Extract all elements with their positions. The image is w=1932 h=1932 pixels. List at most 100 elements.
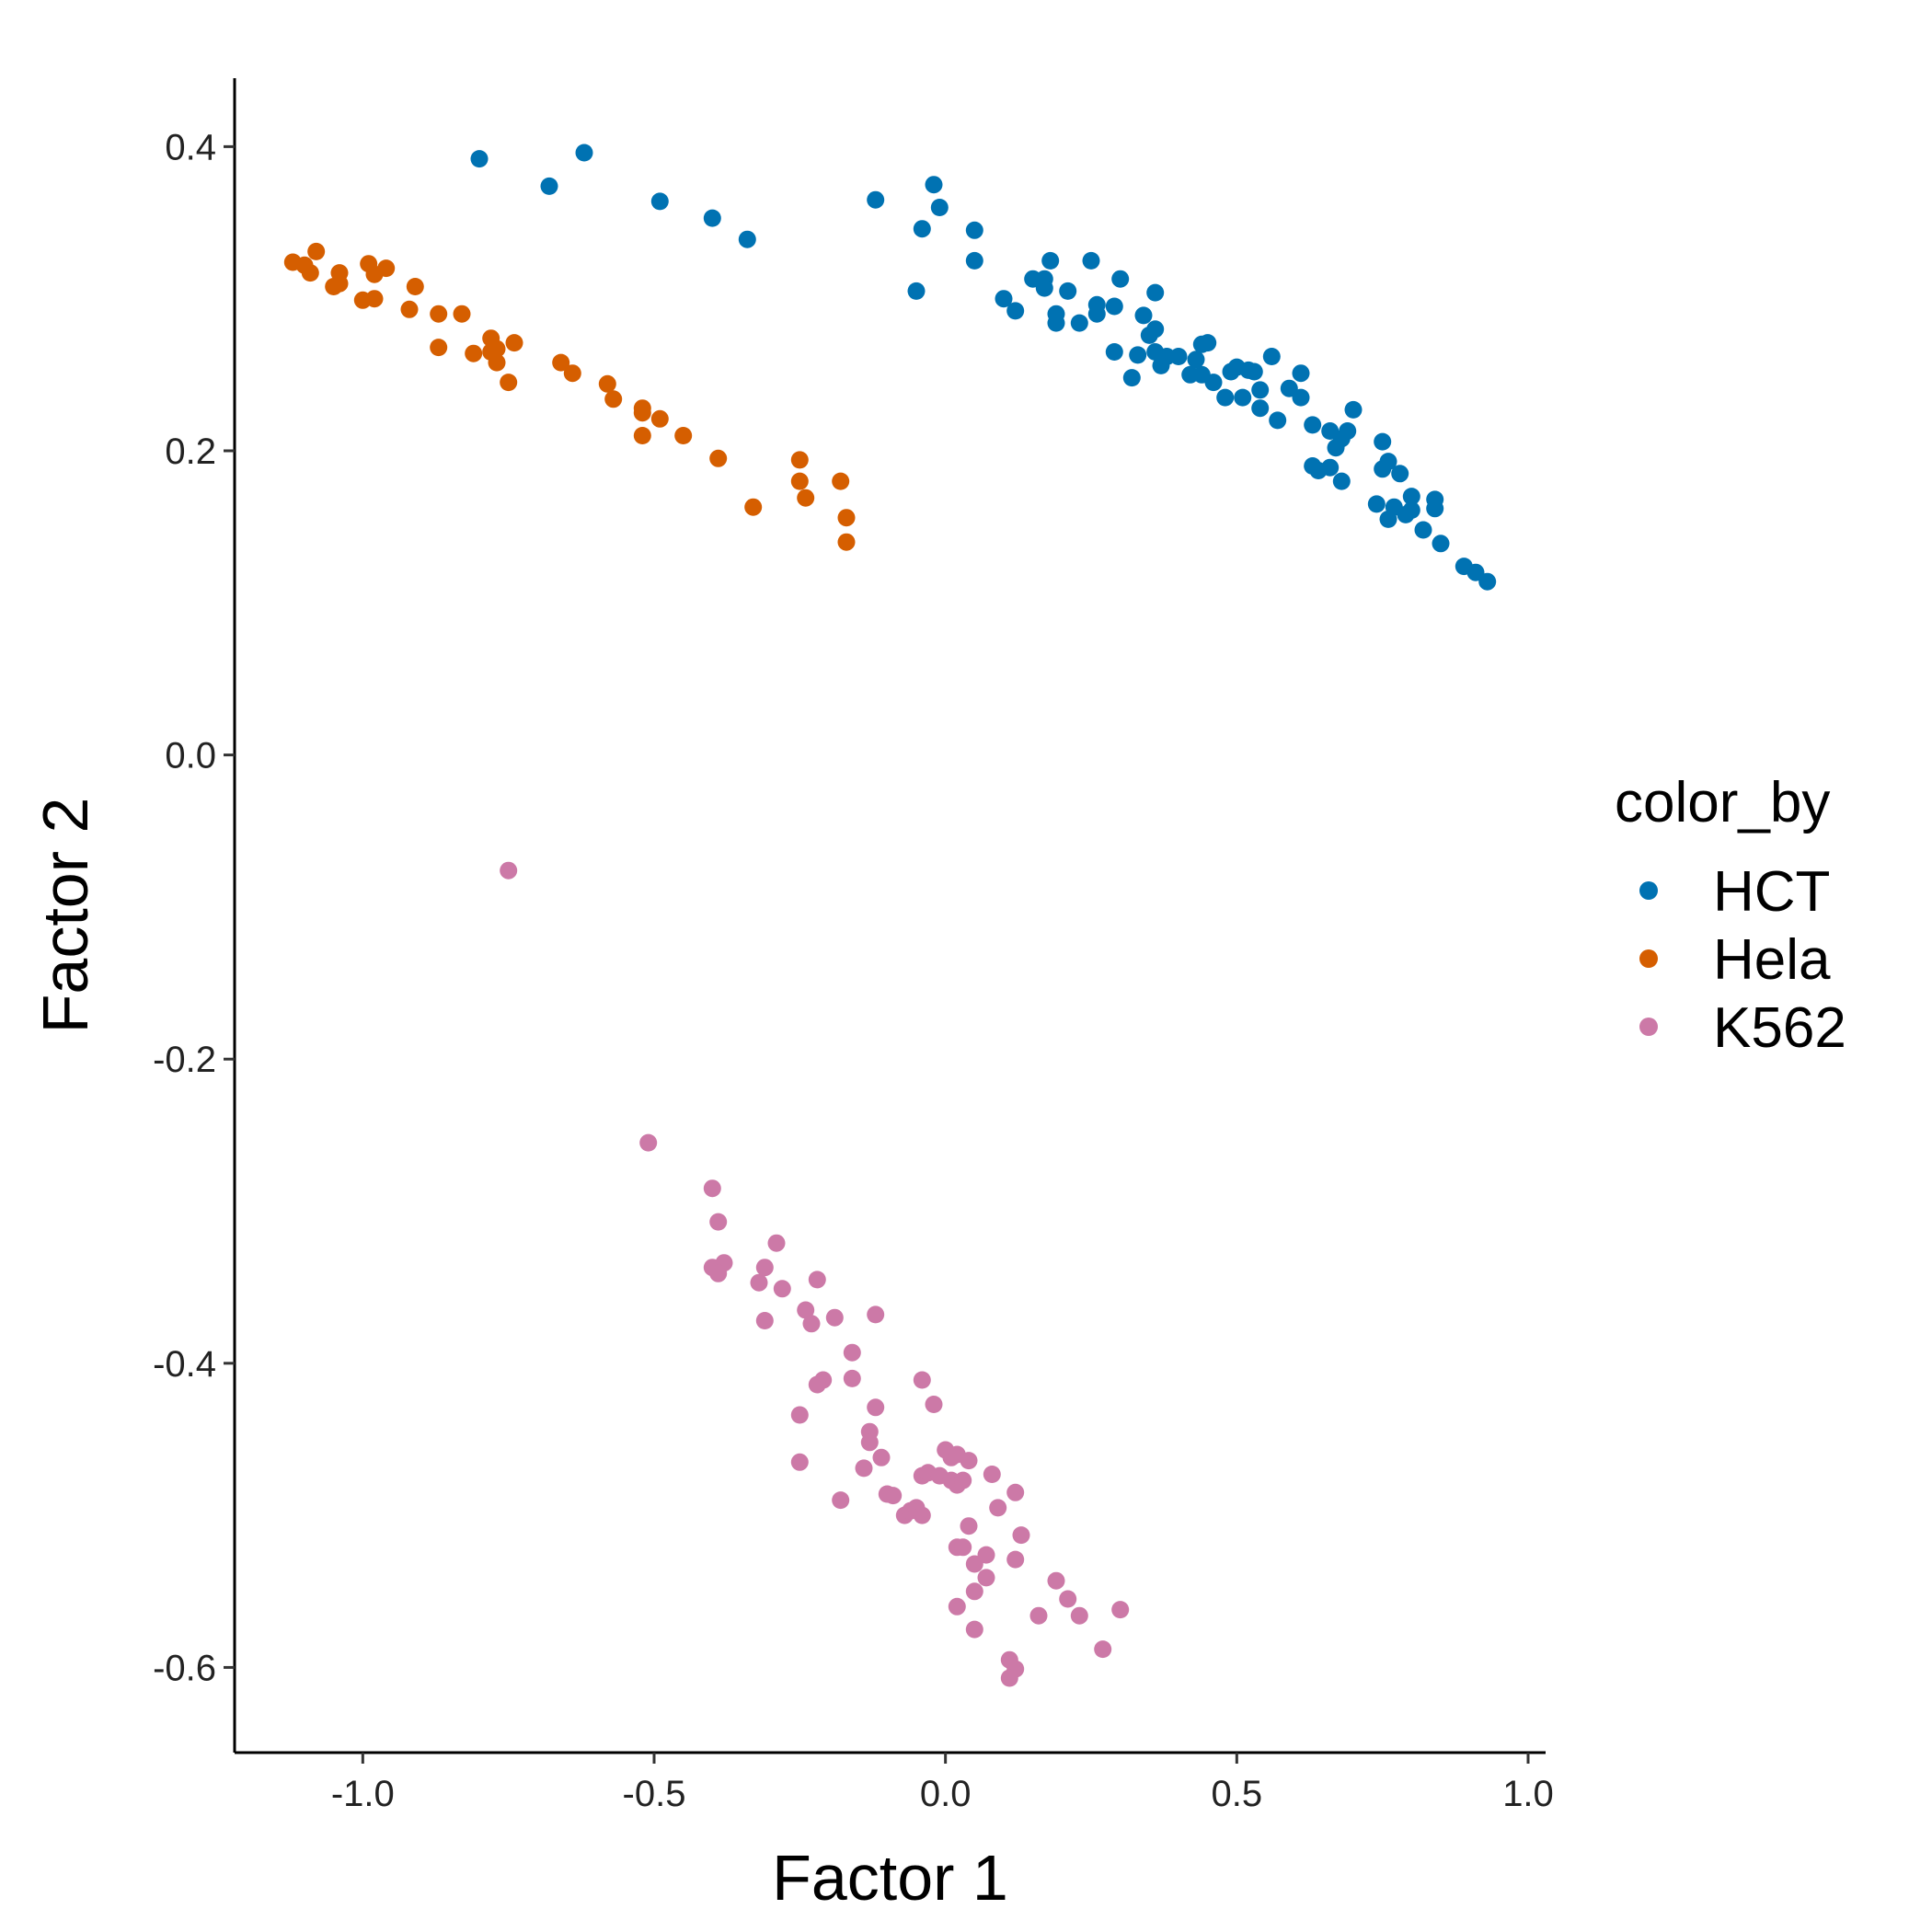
y-tick-label: -0.2	[153, 1040, 216, 1080]
legend-item-hela: Hela	[1639, 928, 1831, 992]
point-hct	[1234, 388, 1252, 407]
point-hela	[307, 242, 326, 260]
point-k562	[948, 1597, 966, 1616]
plot-panel: -1.0 -0.5 0.0 0.5 1.0 0.4 0.2 0.0 -0.2 -0.4 -0.6	[153, 78, 1554, 1814]
point-k562	[1059, 1590, 1077, 1608]
point-k562	[1094, 1640, 1112, 1659]
point-hct	[930, 199, 949, 216]
point-hct	[1105, 297, 1123, 316]
point-hela	[430, 305, 448, 323]
point-k562	[1029, 1606, 1048, 1625]
point-hct	[1146, 320, 1165, 339]
point-k562	[755, 1312, 774, 1329]
legend-item-k562: K562	[1639, 996, 1846, 1060]
point-hct	[1006, 302, 1025, 320]
point-k562	[750, 1273, 768, 1292]
y-tick-label: -0.4	[153, 1344, 216, 1385]
point-hct	[1367, 495, 1386, 513]
point-hela	[430, 339, 448, 357]
point-hct	[1262, 348, 1281, 365]
point-hct	[965, 221, 983, 239]
x-tick-label: -0.5	[623, 1774, 686, 1814]
point-hct	[925, 176, 943, 194]
point-hct	[1251, 381, 1270, 399]
point-hct	[1146, 283, 1165, 302]
x-tick-label: 0.5	[1212, 1774, 1263, 1814]
point-hct	[470, 150, 489, 168]
legend-key-hela	[1639, 949, 1658, 968]
point-k562	[860, 1433, 879, 1452]
legend-item-hct: HCT	[1639, 860, 1830, 924]
point-k562	[790, 1406, 809, 1424]
point-hct	[913, 220, 931, 238]
point-hct	[738, 230, 756, 248]
point-hct	[1402, 488, 1420, 506]
point-hct	[1216, 388, 1235, 407]
point-hct	[1426, 500, 1444, 518]
point-hela	[797, 489, 815, 507]
point-hct	[1134, 306, 1153, 325]
point-hct	[1199, 334, 1217, 352]
point-hct	[1070, 314, 1088, 332]
point-hct	[1035, 279, 1053, 297]
point-hela	[301, 264, 319, 282]
point-k562	[709, 1264, 728, 1282]
point-k562	[832, 1491, 850, 1510]
legend-title: color_by	[1615, 771, 1830, 834]
point-hela	[377, 259, 396, 278]
point-hct	[1111, 270, 1130, 288]
point-hct	[1304, 416, 1322, 434]
point-k562	[965, 1582, 983, 1601]
point-k562	[825, 1308, 844, 1327]
y-tick-label: 0.0	[165, 736, 216, 776]
point-hela	[330, 264, 349, 282]
point-hct	[1169, 348, 1188, 365]
point-hela	[505, 334, 523, 352]
point-k562	[855, 1459, 873, 1478]
point-hela	[633, 404, 651, 422]
point-hct	[1269, 411, 1287, 430]
point-k562	[1000, 1669, 1018, 1687]
point-k562	[867, 1398, 885, 1417]
point-k562	[925, 1396, 943, 1413]
point-hct	[1414, 521, 1432, 539]
point-hct	[703, 209, 721, 227]
legend-label-hela: Hela	[1713, 928, 1831, 992]
point-k562	[843, 1369, 861, 1387]
point-hct	[1321, 458, 1340, 477]
point-hct	[1204, 374, 1223, 392]
point-k562	[884, 1487, 903, 1505]
point-k562	[755, 1259, 774, 1277]
point-k562	[639, 1133, 658, 1152]
point-k562	[1111, 1601, 1130, 1619]
point-k562	[1012, 1526, 1030, 1545]
point-hela	[633, 427, 651, 444]
legend-label-k562: K562	[1713, 996, 1846, 1060]
point-k562	[808, 1271, 826, 1289]
point-hct	[1478, 572, 1497, 591]
point-hct	[1187, 351, 1205, 369]
point-hct	[1047, 314, 1065, 332]
point-hct	[1059, 282, 1077, 300]
point-hct	[1122, 369, 1141, 387]
point-k562	[960, 1517, 978, 1535]
point-k562	[790, 1453, 809, 1471]
point-hct	[1245, 362, 1263, 381]
point-k562	[1006, 1483, 1025, 1501]
point-k562	[703, 1179, 721, 1198]
point-hct	[1402, 501, 1420, 519]
legend-key-hct	[1639, 881, 1658, 900]
point-hela	[488, 353, 506, 372]
point-hct	[1105, 343, 1123, 361]
point-hct	[1379, 453, 1397, 471]
point-hela	[837, 509, 856, 527]
point-k562	[913, 1371, 931, 1389]
point-hela	[674, 427, 693, 444]
legend-label-hct: HCT	[1713, 860, 1830, 924]
legend-key-k562	[1639, 1018, 1658, 1036]
y-axis-title: Factor 2	[29, 798, 101, 1034]
y-tick-label: -0.6	[153, 1648, 216, 1688]
point-hela	[365, 290, 384, 308]
point-k562	[913, 1506, 931, 1524]
